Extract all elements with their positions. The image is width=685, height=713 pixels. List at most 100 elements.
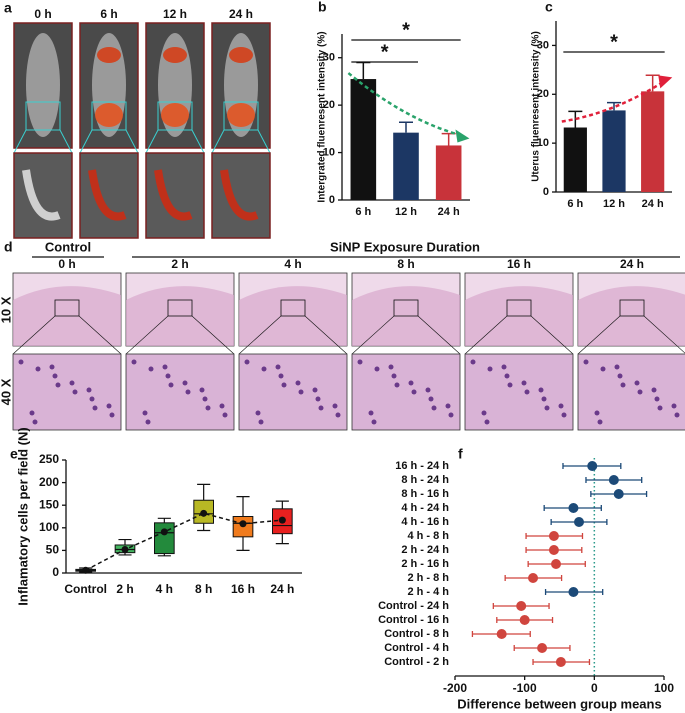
nucleus [49,364,55,370]
zoom-line [464,315,508,355]
nucleus [594,410,600,416]
nucleus [671,403,677,409]
x-axis-label: Difference between group means [457,696,661,711]
roi-line [191,129,205,154]
roi-line [79,129,93,154]
bar [393,132,419,200]
nucleus [448,412,454,418]
error-bar [356,61,371,80]
panel-letter: f [458,446,463,462]
row-label: 2 h - 4 h [407,586,449,598]
x-tick-label: 12 h [603,198,625,210]
nucleus [425,387,431,393]
nucleus [315,396,321,402]
nucleus [244,359,250,365]
nucleus [52,373,58,379]
time-label: 6 h [100,7,117,21]
bar [435,145,462,200]
zoom-line [78,315,122,355]
nucleus [481,410,487,416]
row-label: 4 h - 8 h [407,530,449,542]
signal [229,47,253,63]
nucleus [431,405,437,411]
nucleus [538,387,544,393]
nucleus [374,366,380,372]
nucleus [428,396,434,402]
nucleus [411,389,417,395]
zoom-line [351,315,395,355]
nucleus [524,389,530,395]
y-tick-label: 200 [39,475,59,489]
estimate-point [551,559,562,569]
nucleus [651,387,657,393]
time-label: 4 h [284,257,301,271]
nucleus [295,380,301,386]
nucleus [258,419,264,425]
uterus-photo [13,152,73,239]
bar [602,110,626,192]
error-bar [645,74,660,92]
panel-letter: d [4,239,13,255]
y-tick-label: 10 [323,146,335,158]
time-label: 0 h [34,7,51,21]
x-tick-label: 24 h [438,206,460,218]
nucleus [561,412,567,418]
bar [641,91,665,192]
x-tick-label: -200 [443,681,467,695]
row-label: Control - 8 h [384,628,449,640]
y-axis-label: Inflamatory cells per field (N) [15,427,30,605]
nucleus [597,419,603,425]
nucleus [501,364,507,370]
nucleus [470,359,476,365]
nucleus [261,366,267,372]
nucleus [445,403,451,409]
nucleus [131,359,137,365]
nucleus [168,382,174,388]
nucleus [185,389,191,395]
nucleus [86,387,92,393]
bar [563,127,587,192]
estimate-point [574,517,585,527]
nucleus [541,396,547,402]
uterus-shape [22,169,61,221]
trend-arrowhead [455,129,470,143]
mouse-body [26,33,60,137]
mean-point [160,528,168,536]
time-label: 8 h [397,257,414,271]
x-tick-label: -100 [513,681,537,695]
row-label: Control - 24 h [378,600,449,612]
row-label: 4 h - 24 h [401,502,449,514]
trend-arrowhead [658,75,673,89]
panel-letter: a [4,0,12,16]
estimate-point [519,615,530,625]
nucleus [148,366,154,372]
zoom-line [238,315,282,355]
estimate-point [613,489,624,499]
y-tick-label: 10 [537,137,549,149]
mean-point [200,509,208,517]
uterus-photo [145,152,205,239]
nucleus [199,387,205,393]
panel-letter: e [10,446,18,462]
roi-line [125,129,139,154]
roi-box [223,101,259,131]
histology-40x [238,353,348,431]
nucleus [657,405,663,411]
row-label: 8 h - 24 h [401,474,449,486]
estimate-point [568,503,579,513]
y-tick-label: 20 [323,99,335,111]
nucleus [371,419,377,425]
nucleus [222,412,228,418]
nucleus [162,364,168,370]
zoom-line [577,315,621,355]
nucleus [202,396,208,402]
y-tick-label: 0 [329,194,335,206]
y-tick-label: 20 [537,88,549,100]
uterus-shape [154,169,193,221]
nucleus [312,387,318,393]
time-label: 24 h [229,7,253,21]
zoom-line [417,315,461,355]
x-tick-label: 6 h [567,198,583,210]
nucleus [255,410,261,416]
time-label: 24 h [620,257,644,271]
